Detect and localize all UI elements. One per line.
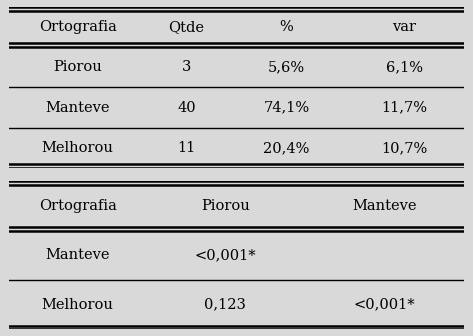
Text: 10,7%: 10,7% [381, 141, 428, 155]
Text: %: % [280, 20, 293, 34]
Text: 20,4%: 20,4% [263, 141, 310, 155]
Text: 74,1%: 74,1% [263, 100, 309, 115]
Text: Ortografia: Ortografia [39, 199, 116, 213]
Text: Manteve: Manteve [352, 199, 416, 213]
Text: Manteve: Manteve [45, 100, 110, 115]
Text: Qtde: Qtde [168, 20, 204, 34]
Text: 5,6%: 5,6% [268, 60, 305, 74]
Text: Manteve: Manteve [45, 248, 110, 262]
Text: <0,001*: <0,001* [194, 248, 256, 262]
Text: Melhorou: Melhorou [42, 141, 114, 155]
Text: 11: 11 [177, 141, 196, 155]
Text: Melhorou: Melhorou [42, 298, 114, 312]
Text: 40: 40 [177, 100, 196, 115]
Text: 0,123: 0,123 [204, 298, 246, 312]
Text: Piorou: Piorou [53, 60, 102, 74]
Text: var: var [393, 20, 417, 34]
Text: 3: 3 [182, 60, 191, 74]
Text: Piorou: Piorou [201, 199, 250, 213]
Text: 11,7%: 11,7% [382, 100, 428, 115]
Text: 6,1%: 6,1% [386, 60, 423, 74]
Text: <0,001*: <0,001* [353, 298, 415, 312]
Text: Ortografia: Ortografia [39, 20, 116, 34]
